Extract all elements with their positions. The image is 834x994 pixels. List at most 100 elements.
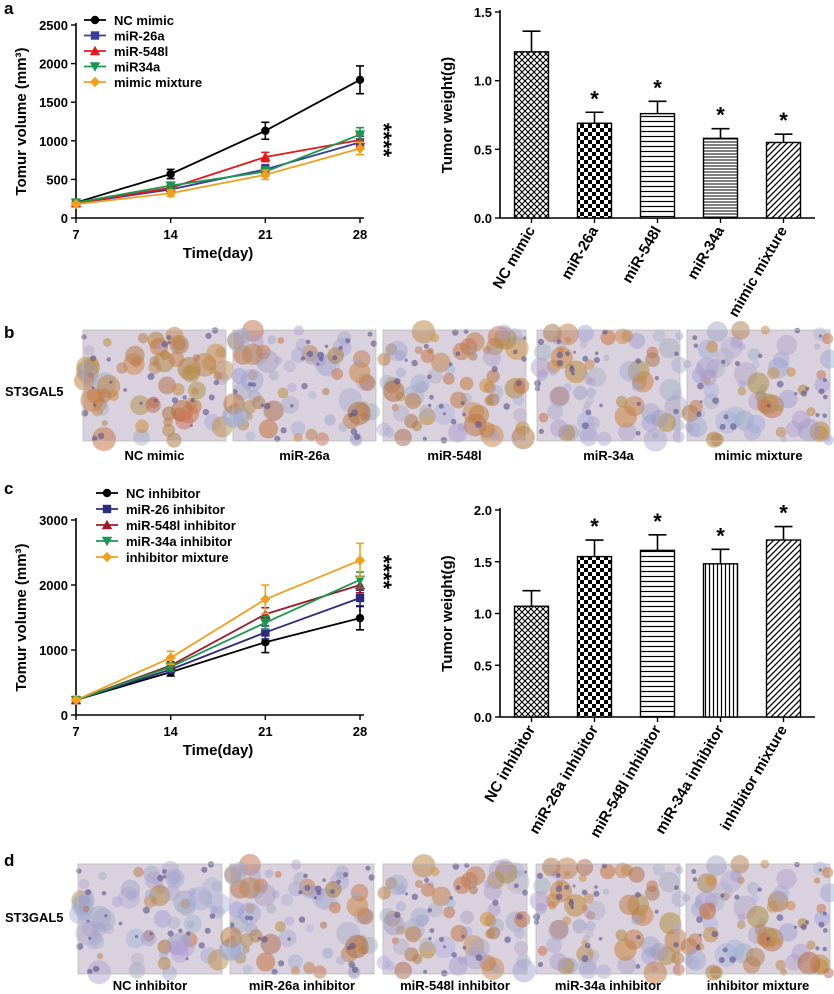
tissue-cell (514, 941, 529, 956)
tissue-nucleus (654, 909, 659, 914)
tissue-cell (102, 338, 112, 347)
tissue-cell (415, 380, 428, 393)
tissue-cell (797, 418, 821, 442)
image-caption: inhibitor mixture (707, 978, 810, 993)
image-caption: miR-34a (583, 448, 634, 463)
tissue-nucleus (635, 891, 641, 898)
tissue-cell (460, 910, 474, 924)
tissue-cell (149, 356, 160, 366)
tissue-nucleus (673, 408, 679, 415)
legend-marker (89, 45, 101, 56)
tissue-cell (266, 903, 277, 914)
tissue-nucleus (697, 411, 701, 414)
tissue-cell (492, 929, 501, 938)
tissue-cell (628, 866, 645, 883)
tissue-cell (412, 854, 436, 878)
tissue-cell (615, 328, 631, 345)
tissue-cell (88, 930, 103, 945)
y-tick-label: 2000 (39, 57, 68, 72)
x-tick-label: mimic mixture (725, 224, 791, 321)
tissue-cell (395, 925, 406, 935)
tissue-cell (322, 387, 330, 396)
tissue-frame (229, 863, 375, 975)
tissue-nucleus (601, 863, 608, 869)
tissue-cell (672, 963, 685, 976)
tissue-cell (582, 371, 589, 378)
tissue-cell (757, 932, 772, 947)
tissue-nucleus (555, 885, 563, 893)
tissue-cell (175, 411, 194, 430)
tissue-cell (382, 380, 405, 402)
y-axis-label: Tomur volume (mm³) (13, 47, 30, 195)
tissue-cell (747, 348, 761, 361)
tissue-cell (703, 382, 720, 399)
tissue-cell (549, 952, 567, 971)
tissue-nucleus (571, 371, 575, 376)
tissue-cell (427, 902, 443, 918)
tissue-cell (290, 965, 300, 975)
data-point (355, 593, 365, 603)
tissue-cell (448, 956, 468, 976)
tissue-cell (751, 894, 760, 903)
tissue-cell (584, 359, 595, 370)
tissue-nucleus (348, 961, 356, 968)
tissue-cell (714, 347, 734, 367)
tissue-cell (443, 906, 456, 919)
tissue-nucleus (81, 409, 89, 417)
tissue-cell (274, 871, 282, 878)
tissue-cell (586, 910, 596, 920)
tissue-nucleus (300, 356, 306, 361)
tissue-cell (404, 414, 419, 429)
legend-label: NC inhibitor (126, 486, 200, 501)
tissue-image (69, 860, 231, 985)
tissue-cell (393, 405, 410, 422)
tissue-cell (823, 967, 834, 979)
tissue-nucleus (86, 919, 90, 923)
bar-2 (639, 549, 676, 718)
tissue-nucleus (570, 905, 574, 910)
tissue-cell (515, 421, 530, 436)
tissue-nucleus (349, 413, 353, 417)
tissue-nucleus (440, 437, 448, 444)
x-axis-label: Time(day) (183, 742, 254, 759)
x-axis-label: Time(day) (183, 245, 254, 262)
tissue-cell (165, 868, 185, 889)
tissue-cell (576, 412, 595, 430)
bar-4 (765, 539, 802, 718)
series-line (75, 559, 361, 701)
tissue-cell (514, 928, 525, 939)
tissue-cell (145, 889, 155, 900)
tissue-cell (391, 404, 400, 412)
tissue-nucleus (462, 945, 467, 950)
tissue-cell (416, 914, 428, 927)
tissue-frame (536, 329, 681, 442)
tissue-cell (715, 410, 739, 434)
series-1 (71, 589, 365, 705)
tissue-nucleus (448, 362, 453, 367)
tissue-nucleus (462, 412, 466, 417)
tissue-cell (98, 871, 107, 881)
tissue-nucleus (306, 350, 313, 358)
tissue-cell (410, 374, 430, 394)
tissue-cell (806, 407, 816, 417)
y-tick-label: 0.5 (474, 658, 492, 673)
tissue-cell (734, 410, 754, 431)
legend-label: miR-26 inhibitor (126, 502, 225, 517)
tissue-nucleus (185, 957, 189, 961)
tissue-nucleus (317, 351, 324, 359)
tissue-nucleus (515, 380, 522, 387)
data-point (260, 151, 271, 162)
tissue-nucleus (556, 893, 563, 900)
y-tick-label: 1500 (39, 95, 68, 110)
tissue-nucleus (757, 887, 762, 892)
tissue-cell (695, 895, 702, 902)
tissue-cell (776, 868, 797, 890)
significance-mark: * (653, 509, 662, 534)
tissue-cell (384, 427, 395, 438)
tissue-nucleus (439, 937, 445, 942)
tissue-nucleus (209, 913, 216, 919)
tissue-cell (291, 859, 302, 870)
bar-1 (576, 555, 613, 718)
y-tick-label: 0 (61, 708, 68, 723)
tissue-cell (351, 892, 360, 901)
